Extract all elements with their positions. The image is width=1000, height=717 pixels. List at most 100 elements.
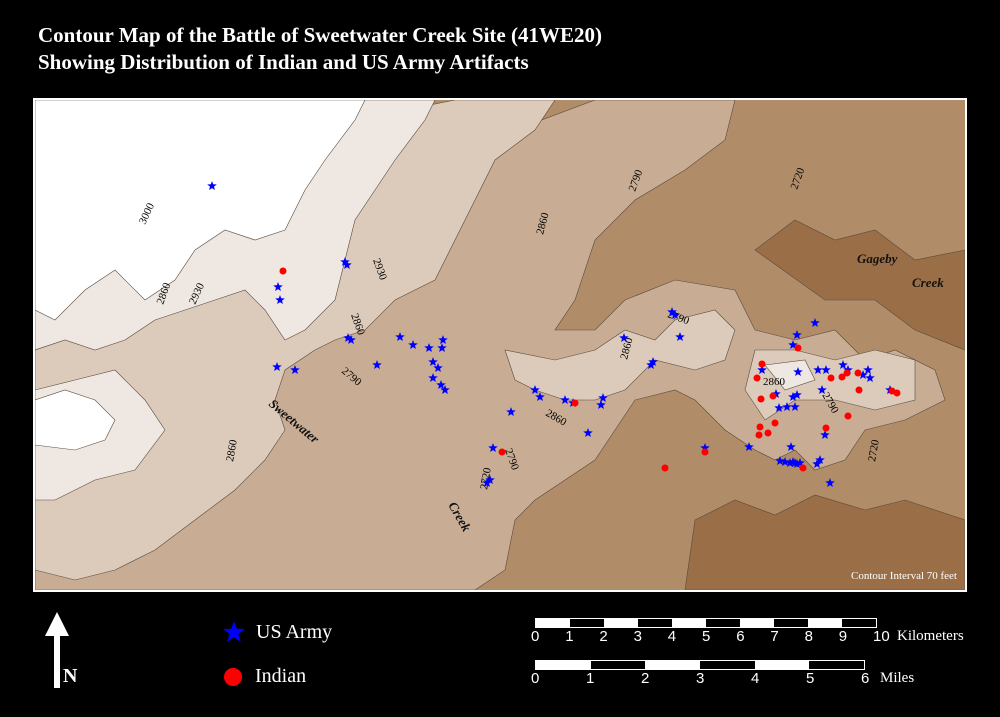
us-army-artifact-marker (858, 370, 868, 379)
us-army-artifact-marker (817, 385, 827, 394)
us-army-artifact-marker (813, 365, 823, 374)
us-army-artifact-marker (792, 330, 802, 339)
contour-label: 2720 (866, 438, 882, 462)
scale-segment (672, 619, 706, 627)
us-army-artifact-marker (825, 478, 835, 487)
scale-segment (570, 619, 604, 627)
indian-artifact-marker (279, 267, 287, 275)
us-army-artifact-marker (788, 392, 798, 401)
us-army-artifact-marker (436, 380, 446, 389)
us-army-artifact-marker (648, 357, 658, 366)
feature-label-creek2: Creek (912, 275, 944, 290)
us-army-artifact-marker (820, 430, 830, 439)
mile-unit: Miles (880, 670, 915, 686)
scale-tick-label: 4 (667, 628, 677, 645)
scale-segment (536, 619, 570, 627)
indian-artifact-marker (794, 344, 802, 352)
us-army-artifact-marker (775, 456, 785, 465)
indian-artifact-marker (855, 386, 863, 394)
contour-map: 3000 2930 2860 2930 2860 2790 2860 2790 2860 2720… (33, 98, 967, 592)
scale-tick-label: 9 (838, 628, 848, 645)
contour-label: 2860 (534, 211, 551, 236)
contour-label: 2720 (789, 166, 808, 191)
us-army-artifact-marker (343, 333, 353, 342)
us-army-artifact-marker (812, 459, 822, 468)
us-army-artifact-marker (792, 459, 802, 468)
scale-segment (590, 661, 646, 669)
contour-label: 2860 (618, 336, 635, 361)
legend-indian: Indian (255, 665, 307, 687)
us-army-artifact-marker (744, 442, 754, 451)
indian-artifact-marker (769, 392, 777, 400)
scale-segment (809, 661, 865, 669)
terrain-3000 (35, 100, 366, 451)
contour-label: 2860 (763, 376, 786, 388)
us-army-artifact-marker (785, 458, 795, 467)
indian-artifact-marker (701, 448, 709, 456)
scale-tick-label: 5 (806, 670, 815, 687)
us-army-artifact-marker (408, 340, 418, 349)
us-army-artifact-marker (428, 357, 438, 366)
us-army-artifact-marker (598, 393, 608, 402)
indian-artifact-marker (844, 412, 852, 420)
scale-tick-label: 3 (633, 628, 642, 645)
blue-star-icon (223, 621, 245, 642)
legend-us-army: US Army (256, 621, 333, 643)
indian-artifact-marker (757, 395, 765, 403)
us-army-artifact-marker (340, 257, 350, 266)
us-army-artifact-marker (275, 295, 285, 304)
contour-label: 2860 (224, 438, 240, 462)
terrain-svg: 3000293028602930286027902860279028602720… (35, 100, 965, 590)
scale-segment (842, 619, 876, 627)
us-army-artifact-marker (815, 455, 825, 464)
us-army-artifact-marker (792, 390, 802, 399)
us-army-artifact-marker (670, 310, 680, 319)
indian-artifact-marker (753, 374, 761, 382)
scale-segment (700, 661, 755, 669)
scale-segment (638, 619, 672, 627)
contour-interval-note: Contour Interval 70 feet (851, 570, 957, 582)
indian-artifact-marker (755, 431, 763, 439)
us-army-artifact-marker (438, 335, 448, 344)
indian-artifact-marker (571, 399, 579, 407)
scale-tick-label: 5 (702, 628, 711, 645)
us-army-artifact-marker (780, 457, 790, 466)
us-army-artifact-marker (530, 385, 540, 394)
us-army-artifact-marker (863, 365, 873, 374)
us-army-artifact-marker (667, 307, 677, 316)
us-army-artifact-marker (433, 363, 443, 372)
us-army-artifact-marker (482, 478, 492, 487)
indian-artifact-marker (854, 369, 862, 377)
us-army-artifact-marker (793, 367, 803, 376)
indian-artifact-marker (771, 419, 779, 427)
scale-tick-label: 6 (861, 670, 870, 687)
us-army-artifact-marker (560, 395, 570, 404)
us-army-artifact-marker (810, 318, 820, 327)
us-army-artifact-marker (290, 365, 300, 374)
indian-artifact-marker (756, 423, 764, 431)
us-army-artifact-marker (786, 442, 796, 451)
us-army-artifact-marker (646, 360, 656, 369)
scale-tick-label: 1 (565, 628, 574, 645)
us-army-artifact-marker (700, 443, 710, 452)
indian-artifact-marker (799, 464, 807, 472)
scale-tick-label: 7 (770, 628, 779, 645)
scale-tick-label: 6 (736, 628, 745, 645)
scale-segment (536, 661, 591, 669)
scale-tick-label: 0 (531, 670, 540, 687)
us-army-artifact-marker (771, 389, 781, 398)
scale-tick-label: 4 (751, 670, 760, 687)
us-army-artifact-marker (535, 392, 545, 401)
us-army-artifact-marker (838, 360, 848, 369)
indian-artifact-marker (498, 448, 506, 456)
us-army-artifact-marker (440, 385, 450, 394)
us-army-artifact-marker (675, 332, 685, 341)
us-army-artifact-marker (506, 407, 516, 416)
us-army-artifact-marker (865, 373, 875, 382)
us-army-artifact-marker (272, 362, 282, 371)
map-title: Contour Map of the Battle of Sweetwater … (38, 22, 602, 76)
us-army-artifact-marker (596, 400, 606, 409)
us-army-artifact-marker (424, 343, 434, 352)
title-line-2: Showing Distribution of Indian and US Ar… (38, 50, 529, 74)
us-army-artifact-marker (372, 360, 382, 369)
